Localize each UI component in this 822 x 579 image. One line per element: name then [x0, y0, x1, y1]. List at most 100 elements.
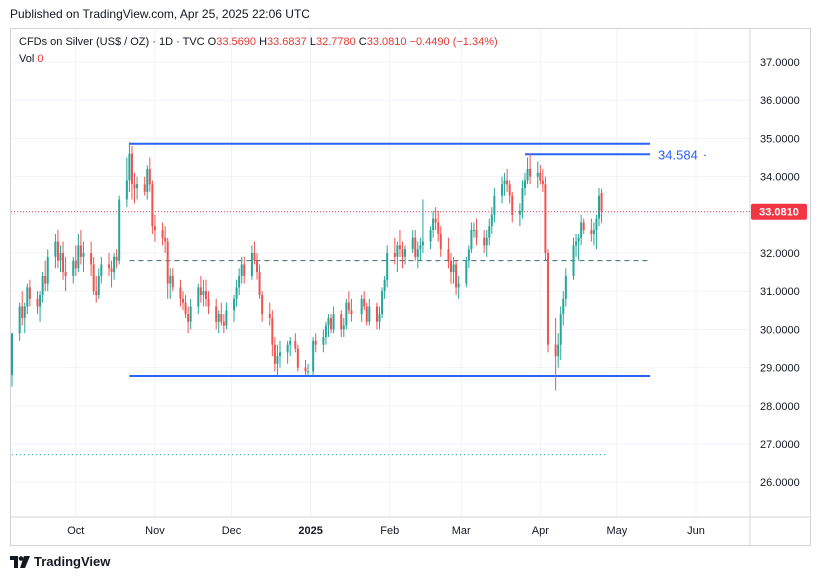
time-tick-label: Mar [452, 525, 471, 537]
candle-body [199, 287, 202, 296]
candle-body [327, 317, 330, 326]
candle-body [546, 253, 549, 345]
candle-body [363, 298, 366, 307]
legend-low: 32.7780 [315, 36, 356, 48]
candle-body [128, 153, 131, 181]
candle-body [506, 180, 509, 185]
candle-body [21, 306, 24, 318]
candle-body [396, 245, 399, 257]
candle-body [133, 184, 136, 189]
candle-body [592, 230, 595, 234]
candle-body [475, 230, 478, 238]
legend-symbol: CFDs on Silver (US$ / OZ) · 1D · TVC [19, 36, 205, 48]
last-price-tag-label: 33.0810 [759, 207, 799, 219]
candle-body [368, 306, 371, 322]
candle-body [393, 253, 396, 257]
time-tick-label: May [606, 525, 627, 537]
candle-body [554, 344, 557, 357]
price-tick-label: 37.0000 [760, 57, 800, 69]
candle-body [529, 168, 532, 177]
candle-body [64, 272, 67, 276]
legend-high-label: H [259, 36, 268, 48]
time-tick-label: Apr [532, 525, 549, 537]
candle-body [72, 260, 75, 276]
candle-body [304, 367, 307, 372]
price-tick-label: 26.0000 [760, 477, 800, 489]
candle-body [39, 295, 42, 307]
candle-body [470, 230, 473, 250]
candle-body [485, 237, 488, 246]
candle-body [330, 317, 333, 330]
price-tick-label: 30.0000 [760, 324, 800, 336]
candle-body [590, 230, 593, 234]
candle-body [564, 275, 567, 299]
footer-brand: TradingView [34, 554, 111, 569]
candle-body [118, 199, 121, 261]
legend-close: 33.0810 [366, 36, 407, 48]
candle-body [233, 298, 236, 311]
candle-body [217, 314, 220, 322]
candle-body [28, 287, 31, 299]
candle-body [23, 306, 26, 318]
candle-body [207, 298, 210, 307]
candle-body [332, 314, 335, 330]
candle-body [164, 237, 167, 242]
candle-body [452, 264, 455, 273]
candle-body [503, 180, 506, 185]
chart-frame [10, 28, 811, 546]
candle-body [215, 306, 218, 322]
candle-body [276, 356, 279, 364]
candle-body [600, 193, 603, 212]
candle-body [378, 314, 381, 322]
candle-body [289, 340, 292, 345]
candle-body [46, 256, 49, 284]
candle-body [434, 218, 437, 223]
candle-body [360, 298, 363, 315]
candle-body [258, 272, 261, 296]
candle-body [143, 184, 146, 192]
candle-body [342, 325, 345, 330]
candle-body [166, 241, 169, 284]
candle-body [398, 245, 401, 250]
candle-body [243, 264, 246, 276]
candle-body [350, 310, 353, 315]
candle-body [92, 264, 95, 292]
published-caption: Published on TradingView.com, Apr 25, 20… [10, 7, 310, 21]
candle-body [314, 340, 317, 345]
time-tick-label: Nov [145, 525, 165, 537]
candle-body [598, 195, 601, 219]
candle-body [414, 237, 417, 257]
line-label-level: 34.584 [658, 147, 698, 162]
candle-body [169, 275, 172, 284]
candle-body [419, 245, 422, 250]
candle-body [62, 253, 65, 273]
candle-body [511, 195, 514, 215]
candle-body [79, 245, 82, 257]
candle-body [36, 298, 39, 307]
legend-open: 33.5690 [216, 36, 256, 48]
candle-body [312, 340, 315, 372]
tradingview-footer[interactable]: TradingView [10, 554, 110, 569]
candle-body [559, 314, 562, 345]
candle-body [179, 287, 182, 299]
time-tick-label: 2025 [298, 525, 322, 537]
candle-body [541, 180, 544, 185]
candle-body [146, 168, 149, 192]
candle-body [595, 218, 598, 231]
legend-open-label: O [207, 36, 217, 48]
candle-body [324, 325, 327, 338]
time-tick-label: Dec [222, 525, 242, 537]
candle-body [521, 188, 524, 211]
candle-body [204, 291, 207, 299]
candle-body [493, 195, 496, 215]
candle-body [340, 314, 343, 330]
candle-body [97, 275, 100, 296]
candle-body [18, 306, 21, 334]
candle-body [557, 344, 560, 357]
candle-body [416, 249, 419, 257]
candle-body [95, 291, 98, 296]
candle-body [472, 230, 475, 232]
candle-body [447, 249, 450, 261]
line-label-dot [704, 154, 706, 157]
